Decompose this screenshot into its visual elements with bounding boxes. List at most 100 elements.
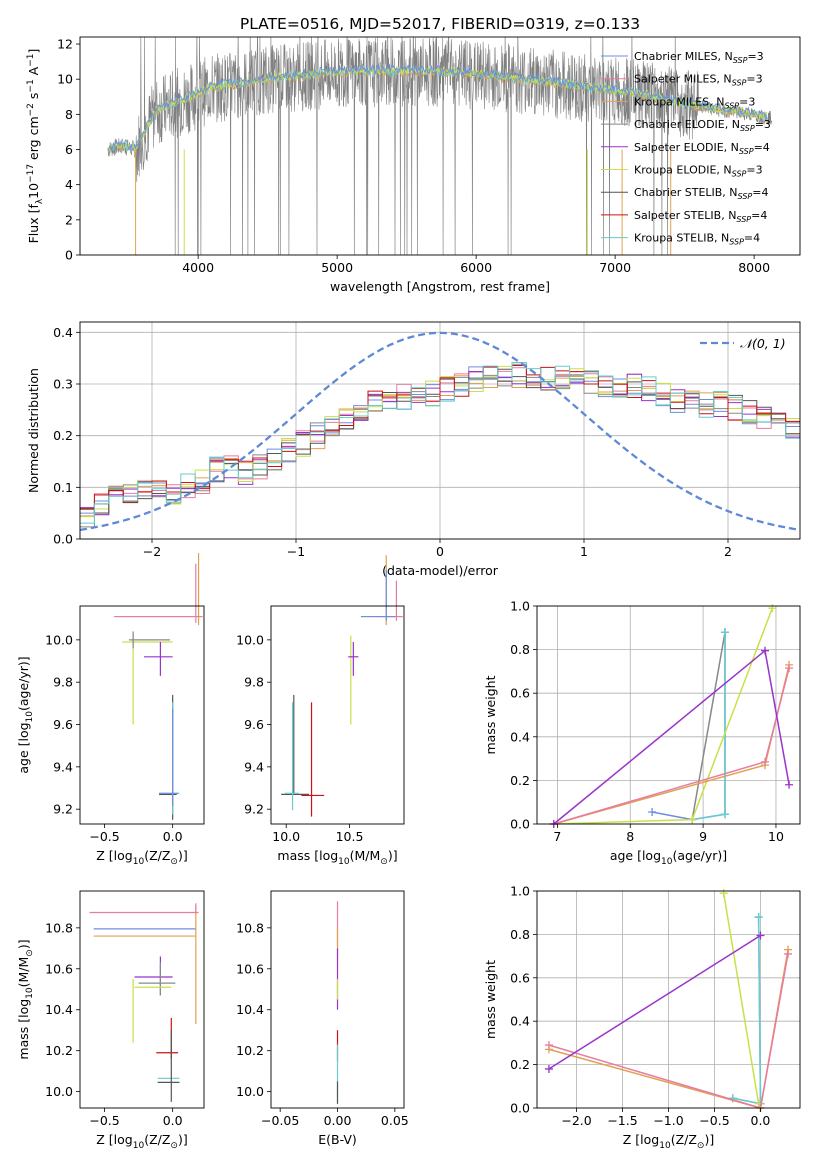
y-tick-label: 0.3 <box>53 377 73 392</box>
panel-3: 10.0 10.5 9.2 9.4 9.6 9.8 10.0 mass [log10(M/M⊙… <box>236 555 405 867</box>
data-point-marker <box>720 810 729 819</box>
x-tick-label: 0.0 <box>163 829 183 844</box>
axes-frame <box>79 36 801 256</box>
x-axis-label: Z [log10(Z/Z⊙)] <box>96 848 187 867</box>
y-tick-label: 9.2 <box>53 802 73 817</box>
panel-6: −0.05 0.00 0.05 10.0 10.2 10.4 10.6 10.8 E(B-V) <box>236 890 409 1147</box>
x-tick-label: −0.5 <box>699 1113 729 1128</box>
x-tick-label: −1.5 <box>607 1113 637 1128</box>
legend-entry: Kroupa MILES, NSSP=3 <box>634 95 755 110</box>
error-bar-point <box>122 633 173 725</box>
plot-content <box>281 555 403 817</box>
y-tick-label: 2 <box>65 212 73 227</box>
data-point-marker <box>720 628 729 637</box>
y-tick-label: 10.8 <box>236 920 264 935</box>
x-axis-label: (data-model)/error <box>382 563 499 578</box>
error-bar-point <box>301 702 325 817</box>
plot-content <box>89 903 199 1102</box>
panel-4: 7 8 9 10 0.0 0.2 0.4 0.6 0.8 1.0 age [log10(age/yr… <box>483 599 801 867</box>
x-tick-label: 10.0 <box>272 829 300 844</box>
y-tick-label: 1.0 <box>510 599 530 614</box>
y-tick-label: 9.6 <box>53 717 73 732</box>
plot-content <box>80 331 800 532</box>
y-tick-label: 0.4 <box>53 325 73 340</box>
panel-5: −0.5 0.0 10.0 10.2 10.4 10.6 10.8 Z [log10(Z/Z⊙… <box>16 890 205 1151</box>
x-tick-label: 8000 <box>738 260 770 275</box>
x-tick-label: 0.0 <box>163 1113 183 1128</box>
panel-7: −2.0 −1.5 −1.0 −0.5 0.0 0.0 0.2 0.4 0.6 0.8 1.0 Z [… <box>483 884 801 1151</box>
series-line <box>548 934 761 1070</box>
y-tick-label: 6 <box>65 142 73 157</box>
y-axis-label: Normed distribution <box>26 368 41 493</box>
x-tick-label: −1 <box>287 544 305 559</box>
axes-frame <box>270 890 405 1109</box>
y-tick-label: 0.4 <box>510 1014 530 1029</box>
data-point-marker <box>785 780 794 789</box>
error-bar-point <box>129 631 170 649</box>
y-tick-label: 10.0 <box>236 632 264 647</box>
y-tick-label: 10.8 <box>45 920 73 935</box>
y-axis-label: age [log10(age/yr)] <box>16 656 35 773</box>
y-tick-label: 10.0 <box>236 1084 264 1099</box>
x-tick-label: −2 <box>143 544 161 559</box>
x-tick-label: 10.5 <box>336 829 364 844</box>
panel-1: −2 −1 0 1 2 0.0 0.1 0.2 0.3 0.4 (data-model)/error… <box>26 321 801 578</box>
error-bar-point <box>93 905 197 1025</box>
legend-entry: Salpeter STELIB, NSSP=4 <box>634 209 767 224</box>
error-bar-point <box>159 708 179 807</box>
plot-area <box>271 606 404 824</box>
axes-frame <box>79 890 205 1109</box>
x-tick-label: 10 <box>768 829 784 844</box>
x-tick-label: 6000 <box>460 260 492 275</box>
error-bar-point <box>138 962 176 996</box>
legend-entry: Salpeter ELODIE, NSSP=4 <box>634 141 770 156</box>
y-tick-label: 10.2 <box>45 1043 73 1058</box>
x-tick-label: 7 <box>553 829 561 844</box>
plot-area <box>80 606 204 824</box>
x-tick-label: 1 <box>580 544 588 559</box>
data-point-marker <box>544 1064 553 1073</box>
y-tick-label: 10 <box>57 72 73 87</box>
data-point-marker <box>688 815 697 824</box>
data-point-marker <box>754 913 763 922</box>
y-axis-label: Flux [fλ10−17 erg cm−2 s−1 A−1] <box>26 49 45 244</box>
x-axis-label: Z [log10(Z/Z⊙)] <box>96 1132 187 1151</box>
data-point-marker <box>761 646 770 655</box>
x-tick-label: −0.05 <box>261 1113 299 1128</box>
x-tick-label: 4000 <box>182 260 214 275</box>
legend: Chabrier MILES, NSSP=3 Salpeter MILES, NS… <box>601 50 771 247</box>
data-point-marker <box>719 889 728 898</box>
x-tick-label: −2.0 <box>561 1113 591 1128</box>
x-tick-label: 9 <box>699 829 707 844</box>
y-tick-label: 10.6 <box>236 961 264 976</box>
panel-0: 4000 5000 6000 7000 8000 0 2 4 6 8 10 12 wavelength … <box>26 36 801 294</box>
legend-entry: Kroupa ELODIE, NSSP=3 <box>634 164 763 179</box>
axes-frame <box>536 605 801 825</box>
axes-frame <box>79 321 801 540</box>
y-tick-label: 0.2 <box>510 773 530 788</box>
series-line <box>691 632 726 820</box>
plot-content <box>114 553 203 820</box>
x-tick-label: −0.5 <box>89 1113 119 1128</box>
x-axis-label: age [log10(age/yr)] <box>610 848 727 867</box>
y-tick-label: 9.8 <box>53 675 73 690</box>
x-axis-label: Z [log10(Z/Z⊙)] <box>623 1132 714 1151</box>
y-tick-label: 10.6 <box>45 961 73 976</box>
error-bar-point <box>348 641 359 676</box>
x-axis-label: mass [log10(M/M⊙)] <box>277 848 397 867</box>
error-bar-point <box>284 702 299 811</box>
y-tick-label: 0.8 <box>510 642 530 657</box>
data-point-marker <box>768 604 777 613</box>
legend: 𝒩(0, 1) <box>700 336 786 351</box>
x-tick-label: 0 <box>436 544 444 559</box>
y-tick-label: 9.2 <box>244 802 264 817</box>
data-point-marker <box>756 931 765 940</box>
x-axis-label: E(B-V) <box>318 1132 357 1147</box>
y-tick-label: 8 <box>65 107 73 122</box>
y-axis-label: mass weight <box>483 675 498 754</box>
y-tick-label: 0.8 <box>510 927 530 942</box>
y-tick-label: 10.2 <box>236 1043 264 1058</box>
y-tick-label: 9.4 <box>244 759 264 774</box>
error-bar-point <box>360 570 396 621</box>
